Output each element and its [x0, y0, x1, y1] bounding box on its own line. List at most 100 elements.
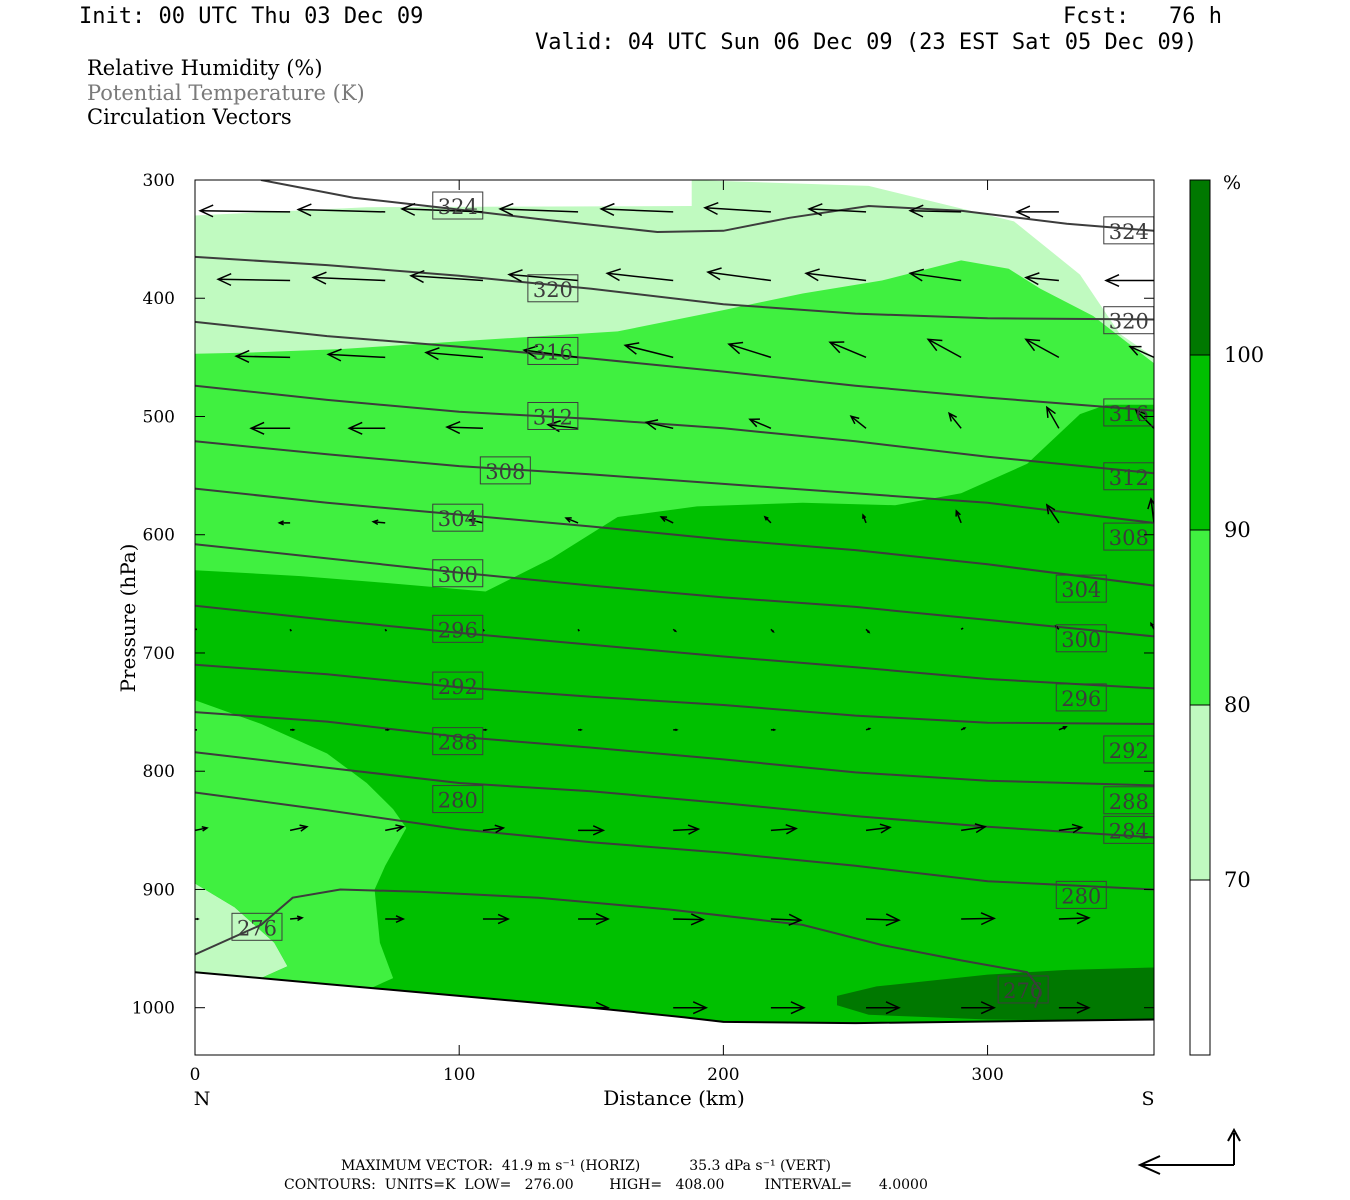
theta-contour-280 — [195, 791, 1154, 891]
theta-label-324: 324 — [432, 191, 484, 220]
circulation-vector — [216, 272, 291, 287]
y-tick-label: 700 — [143, 644, 175, 664]
circulation-vector — [578, 728, 583, 732]
circulation-vector — [1015, 205, 1059, 219]
y-tick-label: 500 — [143, 407, 175, 427]
circulation-vector — [623, 342, 674, 359]
circulation-vector — [644, 419, 674, 431]
y-tick-label: 400 — [143, 289, 175, 309]
svg-text:296: 296 — [1061, 687, 1101, 711]
circulation-vector — [849, 415, 867, 429]
theta-contour-320 — [195, 255, 1154, 321]
x-tick-label: 100 — [443, 1065, 475, 1085]
colorbar-unit: % — [1223, 172, 1241, 194]
theta-label-324: 324 — [1103, 216, 1155, 245]
terrain-fill — [195, 972, 1154, 1055]
circulation-vector — [371, 519, 386, 525]
rh-fill-90-100 — [195, 404, 1154, 1026]
x-end-label-left: N — [194, 1088, 211, 1110]
circulation-vector — [673, 824, 701, 835]
circulation-vector — [804, 268, 867, 282]
circulation-vector — [498, 202, 579, 216]
circulation-vector — [249, 421, 291, 435]
field-theta: Potential Temperature (K) — [87, 81, 365, 105]
theta-label-316: 316 — [527, 336, 579, 365]
theta-label-304: 304 — [1055, 574, 1107, 603]
theta-contour-316 — [195, 320, 1154, 412]
theta-label-296: 296 — [1055, 683, 1107, 712]
valid-time: Valid: 04 UTC Sun 06 Dec 09 (23 EST Sat … — [535, 30, 1198, 55]
rh-fill-70-80 — [195, 883, 288, 979]
circulation-vector — [409, 270, 484, 284]
circulation-vector — [326, 348, 386, 362]
circulation-vector — [467, 517, 484, 525]
colorbar-label: 90 — [1224, 518, 1251, 542]
svg-text:276: 276 — [1003, 979, 1043, 1003]
circulation-vector — [926, 338, 962, 359]
circulation-vector — [400, 202, 483, 216]
theta-contour-308 — [195, 440, 1154, 524]
circulation-vector — [1024, 338, 1060, 359]
circulation-vector — [482, 728, 488, 732]
circulation-vector — [1154, 1003, 1181, 1013]
reference-vector — [1137, 1127, 1241, 1175]
rh-fill-80-90 — [195, 700, 407, 996]
theta-contour-276 — [195, 888, 1042, 1008]
circulation-vector — [385, 915, 406, 923]
theta-label-280: 280 — [1055, 880, 1107, 909]
x-end-label-right: S — [1141, 1088, 1154, 1110]
circulation-vector — [960, 627, 964, 631]
circulation-vector — [577, 628, 580, 632]
theta-contour-324 — [260, 180, 1154, 234]
svg-text:324: 324 — [1109, 220, 1149, 244]
circulation-vector — [960, 727, 967, 731]
circulation-vector — [384, 628, 388, 632]
theta-label-316: 316 — [1103, 398, 1155, 427]
circulation-vector — [865, 727, 872, 731]
theta-contour-300 — [195, 543, 1154, 638]
circulation-vector — [522, 345, 579, 359]
circulation-vector — [866, 1001, 901, 1015]
circulation-vector — [908, 204, 962, 218]
circulation-vector — [195, 826, 209, 832]
circulation-vector — [673, 728, 679, 732]
theta-label-304: 304 — [432, 503, 484, 532]
circulation-vector — [507, 269, 579, 283]
svg-text:296: 296 — [438, 618, 478, 642]
circulation-vector — [866, 913, 901, 927]
circulation-vector — [482, 913, 510, 925]
svg-text:308: 308 — [1109, 526, 1149, 550]
svg-text:288: 288 — [438, 731, 478, 755]
theta-label-292: 292 — [432, 671, 484, 700]
circulation-vector — [727, 341, 772, 359]
svg-text:316: 316 — [533, 340, 573, 364]
x-tick-label: 0 — [190, 1065, 201, 1085]
footer-contours: CONTOURS: UNITS=K LOW= 276.00 HIGH= 408.… — [284, 1177, 928, 1193]
circulation-vector — [1153, 729, 1154, 730]
theta-label-320: 320 — [527, 274, 579, 303]
circulation-vector — [120, 275, 195, 287]
y-tick-label: 1000 — [132, 999, 175, 1019]
circulation-vector — [445, 421, 483, 435]
circulation-vector — [289, 628, 292, 632]
svg-text:320: 320 — [1109, 310, 1149, 334]
circulation-vector — [289, 824, 309, 832]
colorbar-label: 80 — [1224, 693, 1251, 717]
svg-text:280: 280 — [438, 789, 478, 813]
circulation-vector — [102, 206, 195, 218]
circulation-vector — [1153, 918, 1154, 920]
circulation-vector — [385, 824, 406, 833]
theta-label-276: 276 — [997, 975, 1049, 1004]
svg-text:300: 300 — [1061, 628, 1101, 652]
circulation-vector — [424, 347, 484, 361]
y-tick-label: 800 — [143, 762, 175, 782]
svg-text:276: 276 — [237, 916, 277, 940]
colorbar-segment — [1190, 355, 1210, 530]
svg-text:320: 320 — [533, 278, 573, 302]
circulation-vector — [763, 515, 772, 524]
circulation-vector — [234, 349, 291, 363]
circulation-vector — [828, 341, 867, 359]
theta-label-296: 296 — [432, 614, 484, 643]
circulation-vector — [1045, 503, 1060, 524]
circulation-vector — [296, 203, 386, 217]
